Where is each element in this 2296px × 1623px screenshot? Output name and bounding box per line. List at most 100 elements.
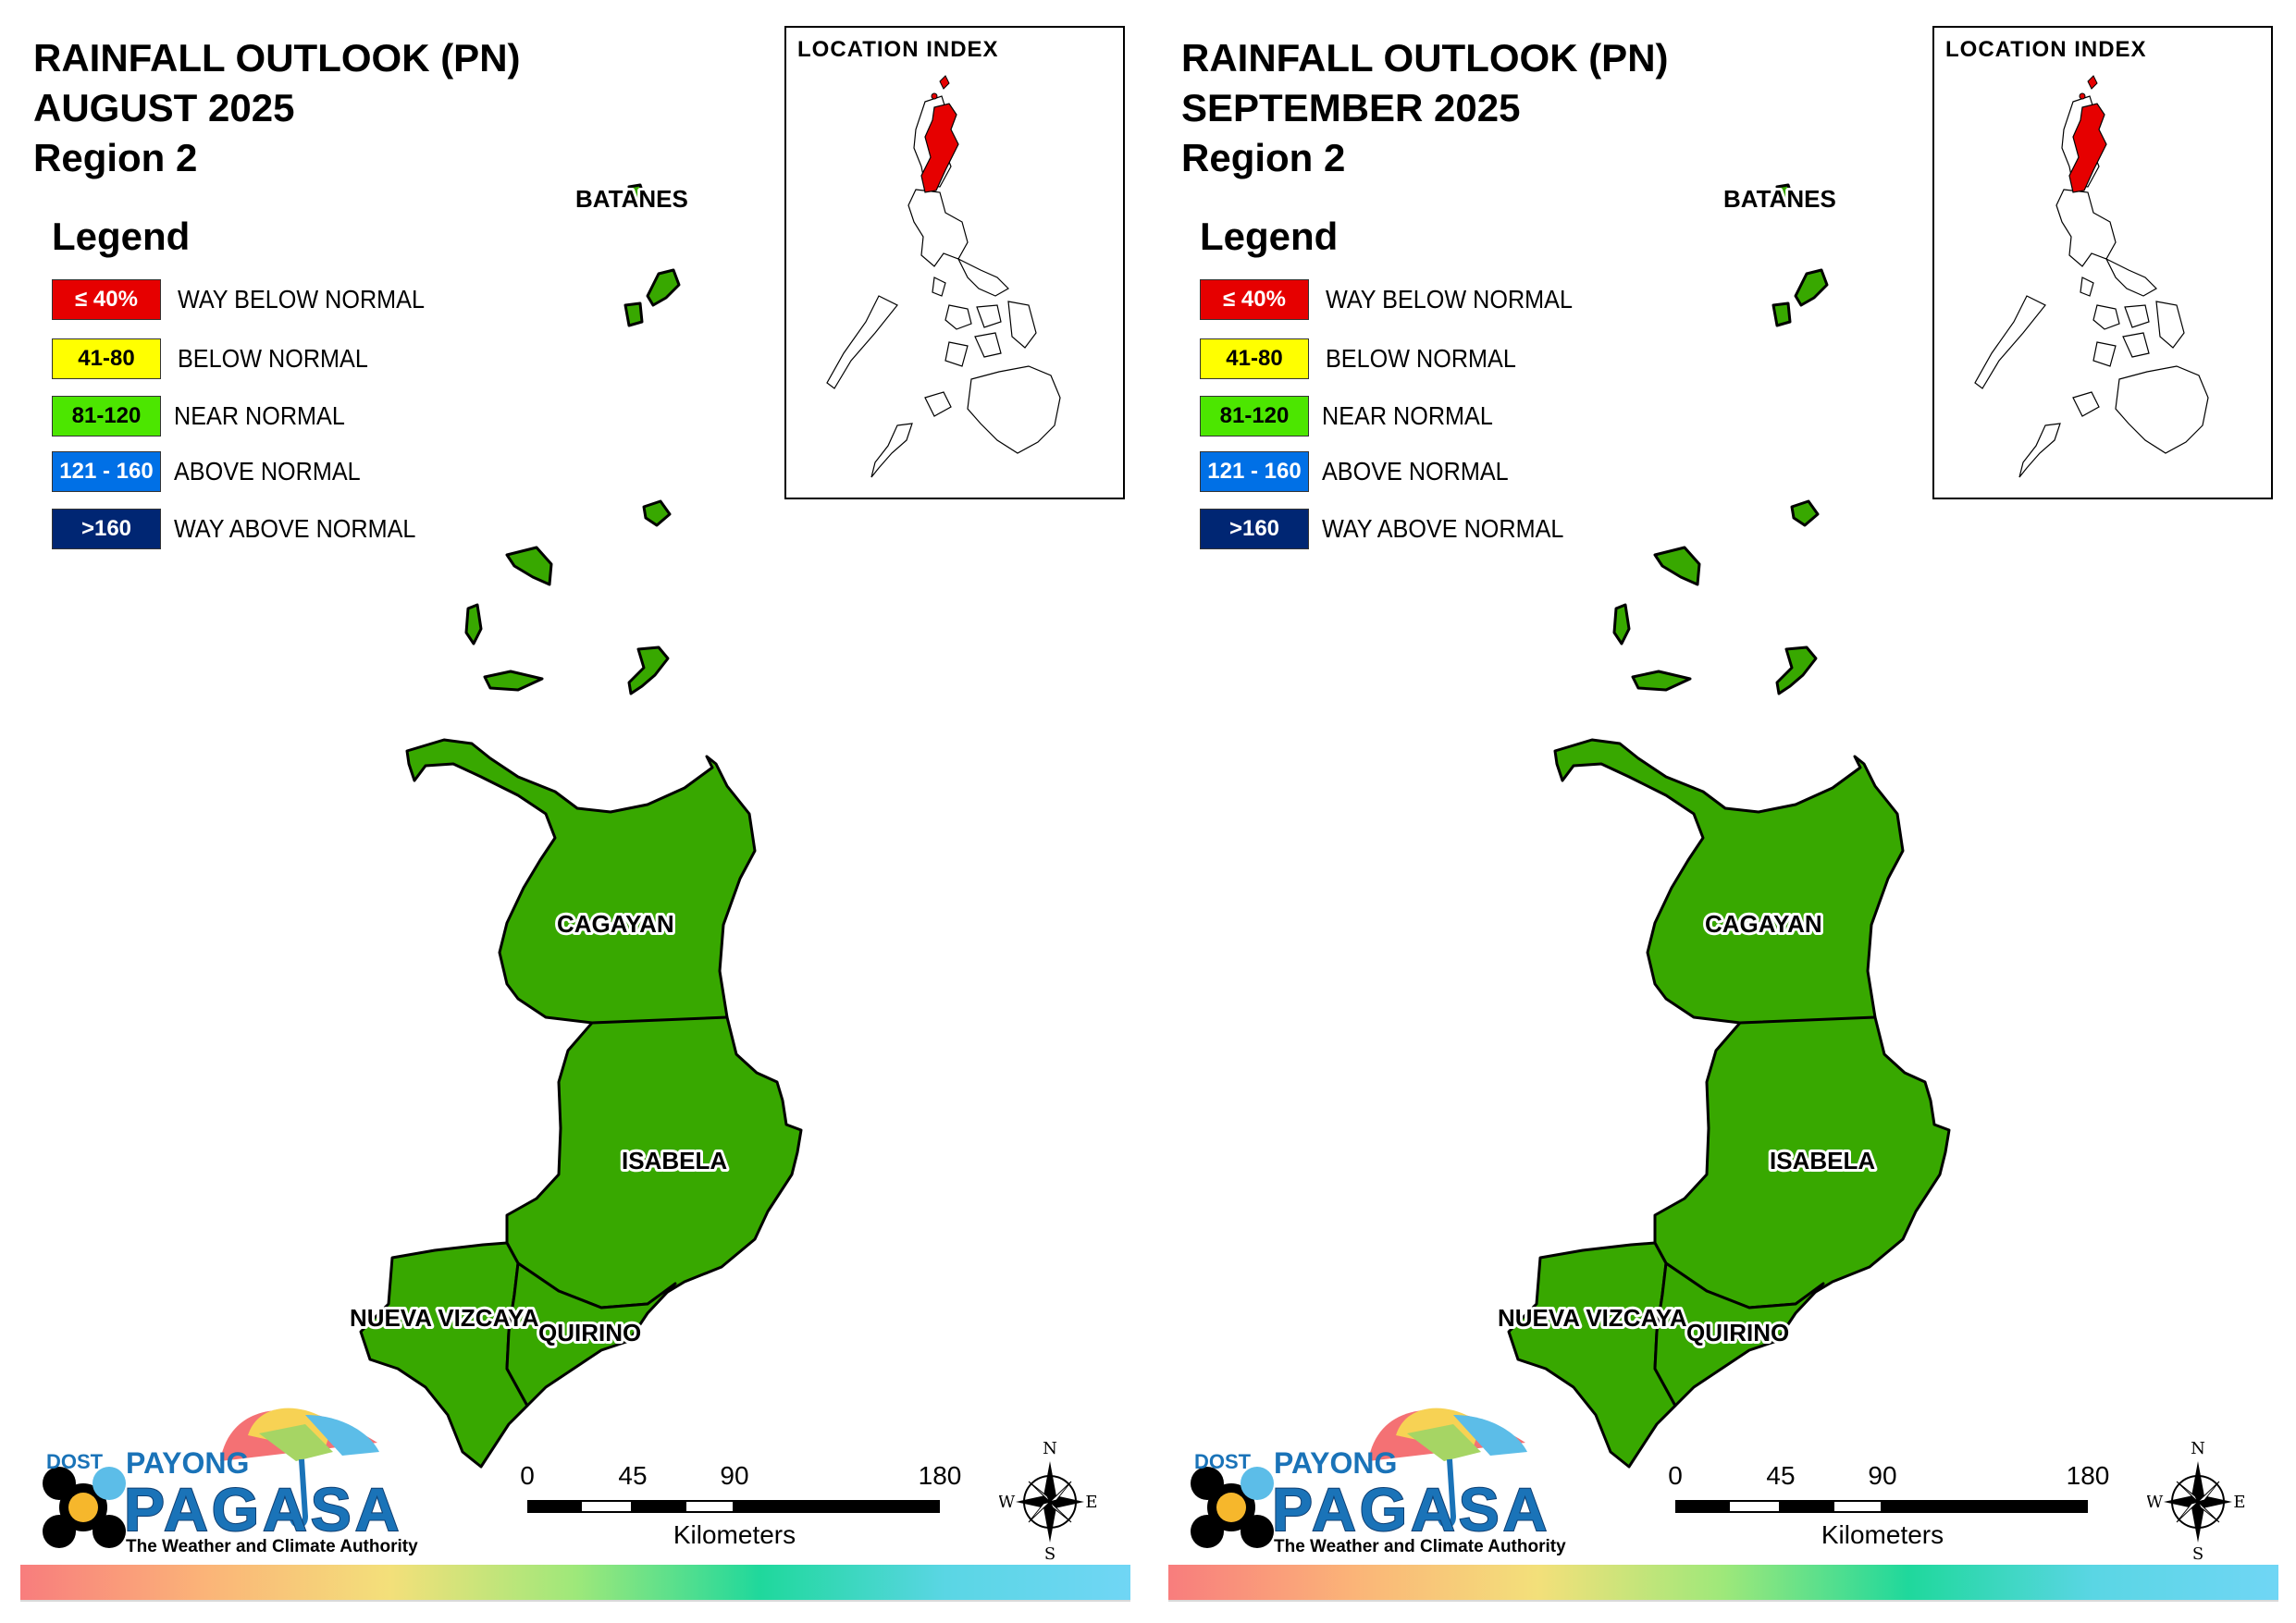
footer-gradient-bar [1168, 1565, 2278, 1600]
logo-dost-text: DOST [46, 1450, 104, 1473]
province-label-batanes: BATANES [575, 185, 688, 213]
legend-title: Legend [1200, 215, 1339, 258]
isabela-province [505, 1015, 803, 1309]
svg-text:N: N [1043, 1441, 1057, 1458]
batanes-island [627, 183, 646, 202]
compass-rose-icon: N S E W [2147, 1441, 2246, 1561]
logo-pagasa-text: PAGASA [123, 1474, 403, 1544]
isabela-province [1653, 1015, 1951, 1309]
scale-segment [1882, 1500, 2088, 1513]
scale-tick: 0 [520, 1461, 535, 1490]
province-label-quirino: QUIRINO [1686, 1319, 1789, 1346]
location-index-title: LOCATION INDEX [1945, 37, 2147, 62]
scale-segment [580, 1500, 633, 1513]
nueva-vizcaya-province [1507, 1241, 1677, 1469]
compass-rose-icon: N S E W [999, 1441, 1098, 1561]
scale-tick: 180 [918, 1461, 962, 1490]
legend-item-near-normal: 81-120 NEAR NORMAL [52, 396, 477, 436]
batanes-island [1771, 301, 1792, 327]
scale-tick: 90 [1868, 1461, 1897, 1490]
svg-text:S: S [2192, 1544, 2203, 1561]
province-label-isabela: ISABELA [622, 1147, 727, 1174]
scale-tick: 45 [1766, 1461, 1796, 1490]
legend-label: ABOVE NORMAL [1322, 457, 1509, 486]
scale-segment [1781, 1500, 1833, 1513]
logo-payong-text: PAYONG [1274, 1446, 1398, 1480]
region-2-map: BATANES CAGAYAN ISABELA NUEVA VIZCAYA QU… [1495, 182, 1951, 1469]
outlook-panel-september: RAINFALL OUTLOOK (PN) SEPTEMBER 2025 Reg… [1148, 0, 2296, 1623]
province-label-isabela: ISABELA [1770, 1147, 1875, 1174]
footer-line [1168, 1600, 2278, 1602]
location-index: LOCATION INDEX [1932, 26, 2273, 499]
footer-gradient-bar [20, 1565, 1130, 1600]
babuyan-island [1631, 670, 1692, 692]
babuyan-island [1775, 646, 1818, 695]
legend-swatch: ≤ 40% [1200, 279, 1309, 320]
province-label-cagayan: CAGAYAN [1705, 910, 1822, 938]
babuyan-island [627, 646, 670, 695]
babuyan-island [505, 546, 553, 586]
payong-pagasa-logo: DOST PAYONG PAGASA The Weather and Clima… [28, 1387, 418, 1563]
legend-item-way-below-normal: ≤ 40% WAY BELOW NORMAL [52, 279, 477, 320]
scale-segment [1833, 1500, 1882, 1513]
legend-item-above-normal: 121 - 160 ABOVE NORMAL [1200, 451, 1625, 492]
legend-item-way-below-normal: ≤ 40% WAY BELOW NORMAL [1200, 279, 1625, 320]
scale-bar: 0 45 90 180 Kilometers [520, 1461, 962, 1549]
batanes-island [642, 499, 672, 527]
province-label-cagayan: CAGAYAN [557, 910, 674, 938]
legend-item-below-normal: 41-80 BELOW NORMAL [1200, 338, 1625, 379]
svg-text:N: N [2191, 1441, 2205, 1458]
scale-segment [734, 1500, 940, 1513]
scale-tick: 45 [618, 1461, 648, 1490]
legend-label: BELOW NORMAL [1326, 344, 1516, 373]
map-title: RAINFALL OUTLOOK (PN) SEPTEMBER 2025 Reg… [1181, 33, 1669, 183]
babuyan-island [464, 603, 483, 646]
svg-text:W: W [2147, 1493, 2164, 1512]
legend-swatch: 41-80 [1200, 338, 1309, 379]
svg-text:S: S [1044, 1544, 1055, 1561]
legend-item-above-normal: 121 - 160 ABOVE NORMAL [52, 451, 477, 492]
quirino-province [505, 1261, 677, 1408]
title-line-1: RAINFALL OUTLOOK (PN) [1181, 36, 1669, 80]
scale-unit: Kilometers [1821, 1520, 1944, 1549]
scale-segment [685, 1500, 734, 1513]
legend-item-near-normal: 81-120 NEAR NORMAL [1200, 396, 1625, 436]
legend-label: WAY ABOVE NORMAL [174, 514, 416, 543]
quirino-province [1653, 1261, 1825, 1408]
nueva-vizcaya-province [359, 1241, 529, 1469]
outlook-panel-august: RAINFALL OUTLOOK (PN) AUGUST 2025 Region… [20, 26, 1130, 1602]
batanes-island [646, 268, 681, 307]
cagayan-province [1553, 738, 1905, 1025]
batanes-island [1775, 183, 1794, 202]
legend-title: Legend [52, 215, 191, 258]
title-line-3: Region 2 [1181, 136, 1346, 179]
legend-label: WAY BELOW NORMAL [178, 285, 425, 314]
scale-tick: 0 [1668, 1461, 1683, 1490]
legend-label: WAY BELOW NORMAL [1326, 285, 1573, 314]
legend-item-below-normal: 41-80 BELOW NORMAL [52, 338, 477, 379]
philippines-index-map [826, 75, 1061, 478]
scale-segment [527, 1500, 580, 1513]
province-label-nueva-vizcaya: NUEVA VIZCAYA [350, 1304, 539, 1332]
batanes-island [623, 301, 644, 327]
umbrella-logo-icon [1191, 1408, 1527, 1548]
title-line-2: SEPTEMBER 2025 [1181, 86, 1521, 129]
svg-text:E: E [2233, 1493, 2245, 1512]
svg-text:E: E [1085, 1493, 1097, 1512]
legend-swatch: ≤ 40% [52, 279, 161, 320]
legend-label: ABOVE NORMAL [174, 457, 361, 486]
legend-label: WAY ABOVE NORMAL [1322, 514, 1564, 543]
location-index: LOCATION INDEX [784, 26, 1125, 499]
scale-bar: 0 45 90 180 Kilometers [1668, 1461, 2110, 1549]
province-label-quirino: QUIRINO [538, 1319, 641, 1346]
scale-tick: 90 [720, 1461, 749, 1490]
legend-swatch: 81-120 [52, 396, 161, 436]
legend-item-way-above-normal: >160 WAY ABOVE NORMAL [1200, 509, 1625, 549]
batanes-island [1790, 499, 1820, 527]
location-index-title: LOCATION INDEX [797, 37, 999, 62]
legend-item-way-above-normal: >160 WAY ABOVE NORMAL [52, 509, 477, 549]
svg-text:W: W [999, 1493, 1016, 1512]
scale-segment [1675, 1500, 1728, 1513]
legend-label: NEAR NORMAL [1322, 401, 1493, 430]
province-label-batanes: BATANES [1723, 185, 1836, 213]
